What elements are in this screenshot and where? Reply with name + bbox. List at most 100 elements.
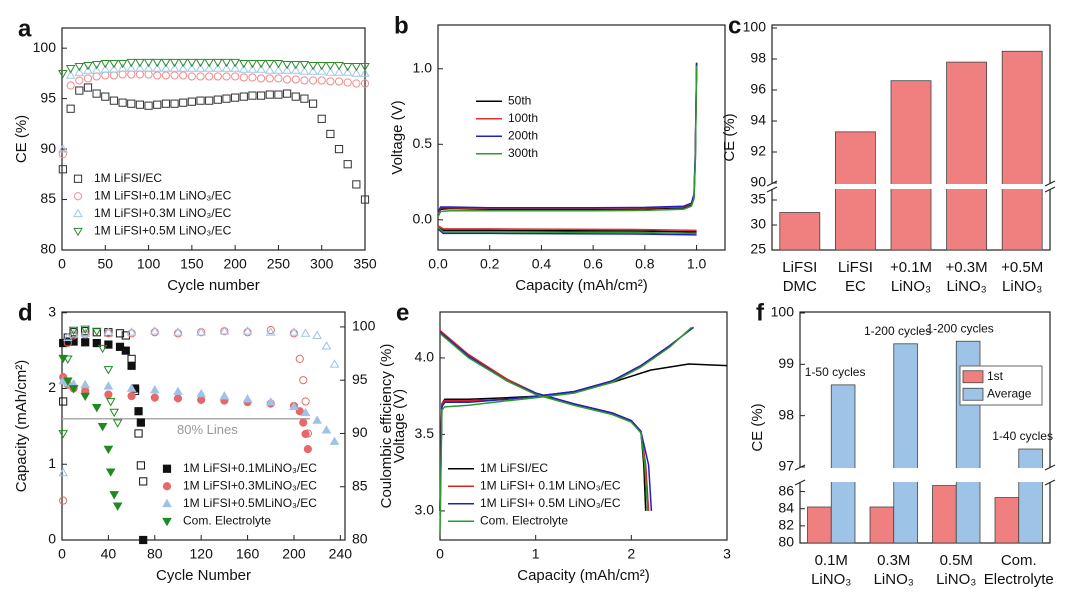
series-line — [439, 326, 693, 534]
marker — [213, 72, 222, 81]
marker — [101, 92, 110, 101]
marker — [58, 165, 67, 174]
marker — [264, 59, 275, 69]
marker — [213, 63, 223, 72]
x-tick-label: 350 — [353, 256, 377, 272]
marker — [289, 401, 299, 411]
marker — [195, 58, 206, 68]
plot-frame — [439, 311, 728, 541]
y-tick-label: 0.5 — [413, 135, 433, 151]
legend-label: Com. Electrolyte — [183, 513, 271, 527]
marker — [299, 60, 310, 70]
x-tick-label: LiNO₃ — [874, 571, 914, 588]
marker — [187, 97, 196, 106]
x-tick-label: 80 — [147, 546, 163, 562]
marker — [66, 81, 75, 90]
marker — [58, 430, 68, 439]
marker — [68, 385, 79, 394]
marker — [136, 461, 145, 470]
marker — [135, 70, 145, 79]
y2-tick-label: 85 — [352, 477, 368, 493]
break-mark — [1044, 180, 1056, 187]
x-tick-label: 160 — [236, 546, 260, 562]
marker — [104, 329, 113, 338]
marker — [91, 327, 102, 337]
marker — [342, 62, 353, 72]
marker — [91, 60, 102, 70]
marker — [282, 60, 292, 70]
marker — [221, 58, 232, 68]
legend-swatch — [962, 370, 984, 384]
y-tick-label: 0 — [48, 531, 56, 547]
marker — [248, 91, 257, 100]
marker — [104, 390, 113, 399]
marker — [127, 99, 136, 108]
marker — [219, 391, 230, 400]
marker — [282, 89, 292, 98]
marker — [282, 65, 292, 74]
marker — [243, 328, 252, 337]
x-tick-label: 0.0 — [428, 256, 448, 272]
panel-label: a — [18, 15, 32, 42]
marker — [161, 58, 171, 68]
x-axis-label: Capacity (mAh/cm²) — [517, 567, 650, 584]
x-tick-label: LiFSI — [838, 259, 873, 276]
marker — [299, 66, 310, 75]
y-tick-label: 92 — [750, 143, 766, 159]
marker — [161, 71, 170, 80]
marker — [290, 65, 301, 74]
marker — [205, 72, 214, 81]
marker — [334, 67, 344, 76]
y-tick-label: 3 — [48, 303, 56, 319]
marker — [312, 330, 322, 339]
y-axis-label: Voltage (V) — [391, 389, 408, 463]
marker — [317, 114, 326, 123]
marker — [62, 377, 73, 386]
marker — [274, 90, 283, 99]
marker — [109, 491, 120, 500]
annotation: 1-50 cycles — [805, 365, 866, 379]
marker — [126, 63, 137, 72]
marker — [118, 70, 127, 79]
marker — [213, 95, 222, 104]
x-tick-label: +0.1M — [890, 259, 932, 276]
marker — [65, 70, 76, 79]
marker — [109, 59, 119, 69]
marker — [242, 326, 253, 335]
break-mark — [1044, 186, 1056, 193]
y-tick-label: 35 — [750, 191, 766, 207]
marker — [62, 355, 73, 364]
marker — [239, 73, 248, 82]
marker — [170, 71, 179, 80]
x-tick-label: 0.6 — [583, 256, 603, 272]
annotation: 1-200 cycles — [864, 324, 931, 338]
y-tick-label: 80 — [778, 534, 794, 550]
x-tick-label: 150 — [180, 256, 204, 272]
marker — [161, 99, 170, 108]
marker — [127, 354, 136, 363]
y-tick-label: 3.5 — [415, 425, 435, 441]
annotation: 1-200 cycles — [926, 321, 993, 335]
legend-label: Com. Electrolyte — [480, 513, 568, 527]
marker — [321, 341, 332, 350]
marker — [360, 195, 370, 204]
x-tick-label: 200 — [223, 256, 247, 272]
marker — [264, 65, 275, 74]
x-tick-label: 1.0 — [687, 256, 707, 272]
marker — [196, 388, 207, 398]
legend-label: 1M LiFSI+0.5M LiNO₃/EC — [94, 223, 232, 237]
x-tick-label: 0.4 — [532, 256, 552, 272]
bar — [779, 212, 821, 251]
legend-label: 1st — [987, 369, 1004, 383]
marker — [80, 325, 91, 335]
x-tick-label: 50 — [97, 256, 113, 272]
marker — [299, 418, 308, 427]
x-tick-label: 2 — [627, 546, 635, 562]
marker — [170, 99, 179, 108]
marker — [127, 391, 136, 401]
marker — [83, 65, 93, 74]
marker — [325, 61, 336, 71]
marker — [325, 67, 336, 76]
x-tick-label: LiNO₃ — [936, 571, 976, 588]
marker — [126, 58, 137, 68]
